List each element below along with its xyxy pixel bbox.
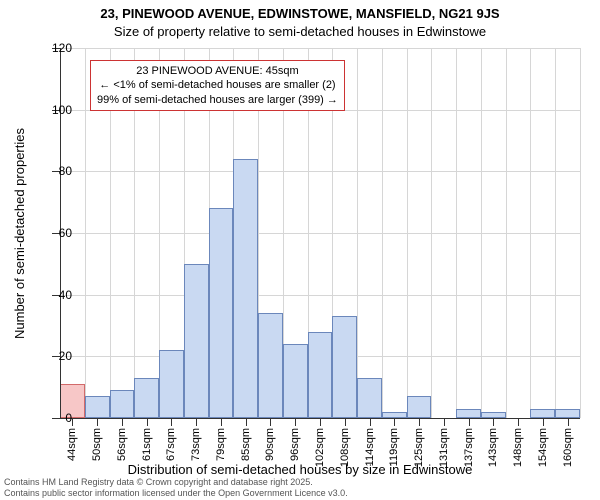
- x-tick-label: 79sqm: [215, 428, 227, 461]
- grid-line-v: [85, 48, 86, 418]
- x-tick: [518, 418, 519, 426]
- grid-line-v: [506, 48, 507, 418]
- grid-line-v: [580, 48, 581, 418]
- y-tick-label: 120: [32, 41, 72, 55]
- x-tick: [246, 418, 247, 426]
- grid-line-v: [431, 48, 432, 418]
- x-tick-label: 67sqm: [165, 428, 177, 461]
- histogram-bar: [110, 390, 135, 418]
- x-tick: [543, 418, 544, 426]
- y-tick-label: 80: [32, 164, 72, 178]
- grid-line-h: [60, 48, 580, 49]
- histogram-bar: [209, 208, 234, 418]
- plot-area: 44sqm50sqm56sqm61sqm67sqm73sqm79sqm85sqm…: [60, 48, 580, 418]
- x-tick-label: 73sqm: [190, 428, 202, 461]
- x-axis-line: [60, 418, 580, 419]
- x-tick-label: 90sqm: [264, 428, 276, 461]
- y-tick-label: 100: [32, 103, 72, 117]
- x-tick: [345, 418, 346, 426]
- x-tick-label: 114sqm: [364, 428, 376, 466]
- x-tick: [370, 418, 371, 426]
- x-tick: [419, 418, 420, 426]
- x-tick-label: 61sqm: [141, 428, 153, 461]
- x-tick-label: 50sqm: [91, 428, 103, 461]
- y-tick-label: 60: [32, 226, 72, 240]
- histogram-bar: [85, 396, 110, 418]
- x-tick: [196, 418, 197, 426]
- x-tick: [394, 418, 395, 426]
- histogram-bar: [456, 409, 481, 418]
- grid-line-v: [407, 48, 408, 418]
- y-tick-label: 20: [32, 349, 72, 363]
- x-tick: [469, 418, 470, 426]
- histogram-bar: [184, 264, 209, 418]
- histogram-bar: [233, 159, 258, 418]
- y-axis-title: Number of semi-detached properties: [12, 128, 27, 339]
- chart-title-sub: Size of property relative to semi-detach…: [0, 24, 600, 39]
- x-tick: [171, 418, 172, 426]
- x-tick: [270, 418, 271, 426]
- annotation-line: 23 PINEWOOD AVENUE: 45sqm: [97, 64, 338, 78]
- grid-line-h: [60, 233, 580, 234]
- x-tick: [122, 418, 123, 426]
- histogram-bar: [332, 316, 357, 418]
- grid-line-v: [555, 48, 556, 418]
- grid-line-h: [60, 295, 580, 296]
- histogram-bar: [283, 344, 308, 418]
- histogram-bar: [357, 378, 382, 418]
- histogram-bar: [555, 409, 580, 418]
- x-tick: [295, 418, 296, 426]
- x-tick-label: 56sqm: [116, 428, 128, 461]
- x-tick-label: 44sqm: [66, 428, 78, 461]
- grid-line-h: [60, 171, 580, 172]
- x-tick: [320, 418, 321, 426]
- annotation-line: ← <1% of semi-detached houses are smalle…: [97, 78, 338, 92]
- grid-line-v: [481, 48, 482, 418]
- footer-line-1: Contains HM Land Registry data © Crown c…: [4, 477, 348, 487]
- x-tick-label: 85sqm: [240, 428, 252, 461]
- x-tick: [147, 418, 148, 426]
- footer-line-2: Contains public sector information licen…: [4, 488, 348, 498]
- histogram-bar: [134, 378, 159, 418]
- chart-title-main: 23, PINEWOOD AVENUE, EDWINSTOWE, MANSFIE…: [0, 6, 600, 21]
- footer-attribution: Contains HM Land Registry data © Crown c…: [4, 477, 348, 498]
- x-tick: [221, 418, 222, 426]
- histogram-bar: [407, 396, 432, 418]
- x-tick: [568, 418, 569, 426]
- x-tick-label: 96sqm: [289, 428, 301, 461]
- grid-line-v: [382, 48, 383, 418]
- x-axis-title: Distribution of semi-detached houses by …: [0, 462, 600, 477]
- y-tick-label: 0: [32, 411, 72, 425]
- grid-line-v: [456, 48, 457, 418]
- chart-container: 23, PINEWOOD AVENUE, EDWINSTOWE, MANSFIE…: [0, 0, 600, 500]
- histogram-bar: [159, 350, 184, 418]
- x-tick: [97, 418, 98, 426]
- annotation-line: 99% of semi-detached houses are larger (…: [97, 93, 338, 107]
- x-tick: [444, 418, 445, 426]
- histogram-bar: [258, 313, 283, 418]
- annotation-box: 23 PINEWOOD AVENUE: 45sqm← <1% of semi-d…: [90, 60, 345, 111]
- x-tick: [493, 418, 494, 426]
- histogram-bar: [530, 409, 555, 418]
- y-tick-label: 40: [32, 288, 72, 302]
- histogram-bar: [308, 332, 333, 418]
- x-tick-label: 119sqm: [388, 428, 400, 466]
- grid-line-v: [530, 48, 531, 418]
- x-tick: [72, 418, 73, 426]
- grid-line-v: [357, 48, 358, 418]
